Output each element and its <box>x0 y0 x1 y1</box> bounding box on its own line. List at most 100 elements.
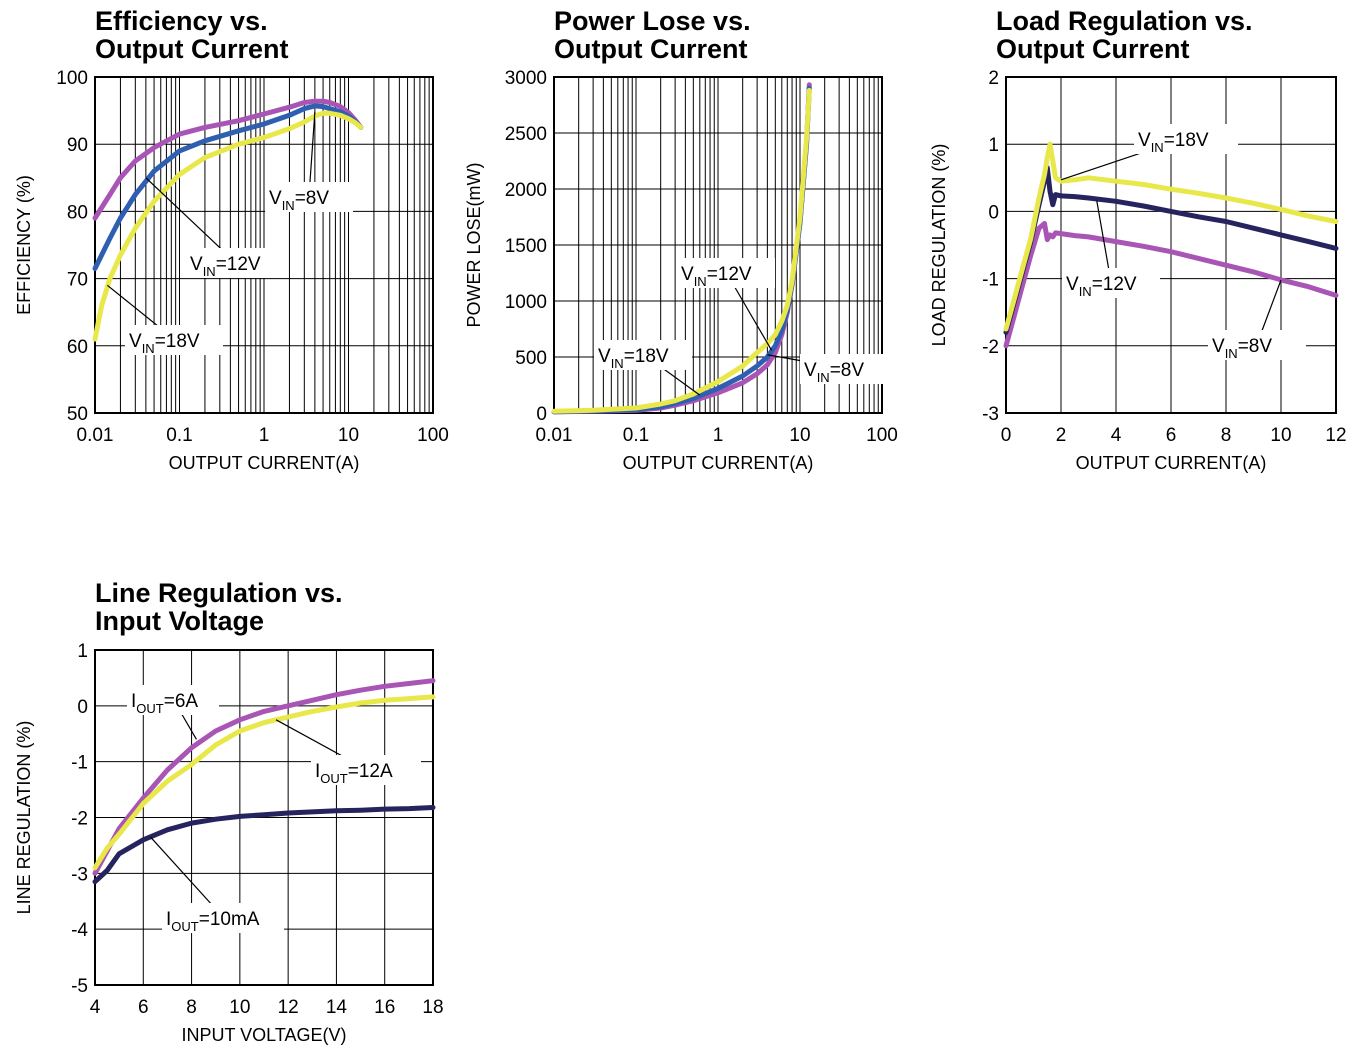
efficiency-plot-frame <box>94 76 434 414</box>
efficiency-chart: Efficiency vs.Output Current 0.01 0.1 1 10 10… <box>14 6 449 473</box>
y-tick-label: -2 <box>982 337 999 358</box>
series-annotation: VIN=18V <box>106 284 223 356</box>
power_lose-x-axis-label: OUTPUT CURRENT(A) <box>623 453 814 473</box>
annotation-label: VIN=18V <box>129 331 200 356</box>
power_lose-title-line: Output Current <box>554 34 747 64</box>
annotation-background <box>1134 124 1238 154</box>
y-tick-label: 80 <box>67 202 88 223</box>
y-tick-label: -4 <box>71 920 88 941</box>
load_regulation-x-axis-label: OUTPUT CURRENT(A) <box>1076 453 1267 473</box>
y-tick-label: 1 <box>988 135 999 156</box>
y-tick-label: 1000 <box>505 292 547 313</box>
x-tick-label: 100 <box>417 425 449 446</box>
series-line <box>92 805 436 885</box>
series-annotation: VIN=12V <box>145 177 284 279</box>
x-tick-label: 1 <box>259 425 270 446</box>
y-tick-label: -3 <box>71 864 88 885</box>
series-line <box>1003 141 1339 332</box>
y-tick-label: -2 <box>71 809 88 830</box>
power_lose-plot-frame <box>553 76 883 414</box>
line_regulation-plot-frame <box>94 649 434 986</box>
annotation-background <box>594 340 692 370</box>
x-tick-label: 1 <box>713 425 724 446</box>
y-tick-label: 60 <box>67 337 88 358</box>
series-annotation: IOUT=6A <box>127 685 219 740</box>
annotation-label: VIN=18V <box>1138 130 1209 155</box>
y-tick-label: 50 <box>67 404 88 425</box>
y-tick-label: -1 <box>71 753 88 774</box>
annotation-leader-line <box>308 111 316 197</box>
series-annotation: VIN=8V <box>265 111 353 213</box>
line_regulation-x-axis-label: INPUT VOLTAGE(V) <box>181 1025 346 1045</box>
y-tick-label: -1 <box>982 270 999 291</box>
annotation-background <box>1062 268 1160 298</box>
annotation-background <box>127 685 219 715</box>
annotation-label: VIN=12V <box>681 264 752 289</box>
x-tick-label: 100 <box>866 425 898 446</box>
annotation-background <box>265 182 353 212</box>
load_regulation-title-line: Load Regulation vs. <box>996 6 1253 36</box>
annotation-label: VIN=8V <box>804 360 864 385</box>
x-tick-label: 10 <box>338 425 359 446</box>
x-tick-label: 6 <box>138 997 149 1018</box>
power_lose-title-line: Power Lose vs. <box>554 6 751 36</box>
series-line <box>551 87 812 414</box>
x-tick-label: 10 <box>1270 425 1291 446</box>
annotation-background <box>162 903 284 933</box>
series-line <box>92 98 364 221</box>
y-tick-label: 100 <box>56 68 88 89</box>
y-tick-label: 3000 <box>505 68 547 89</box>
efficiency-x-axis-label: OUTPUT CURRENT(A) <box>169 453 360 473</box>
x-tick-label: 4 <box>90 997 101 1018</box>
annotation-background <box>800 354 884 384</box>
series-line <box>1003 221 1339 349</box>
series-annotation: VIN=8V <box>767 354 884 385</box>
load_regulation-plot-frame <box>1005 76 1337 414</box>
series-annotation: VIN=12V <box>1062 200 1160 299</box>
x-tick-label: 0.1 <box>623 425 649 446</box>
efficiency-title-line: Efficiency vs. <box>95 6 268 36</box>
series-line <box>92 678 436 876</box>
x-tick-label: 12 <box>1325 425 1346 446</box>
annotation-background <box>677 258 775 288</box>
series-annotation: VIN=12V <box>677 258 775 351</box>
annotation-background <box>1208 330 1306 360</box>
annotation-label: IOUT=12A <box>315 761 393 786</box>
annotation-label: IOUT=6A <box>131 691 198 716</box>
x-tick-label: 10 <box>789 425 810 446</box>
annotation-background <box>311 755 421 785</box>
series-line <box>92 110 364 342</box>
load_regulation-title-line: Output Current <box>996 34 1189 64</box>
x-tick-label: 0.1 <box>166 425 192 446</box>
y-tick-label: 0 <box>988 202 999 223</box>
x-tick-label: 8 <box>186 997 197 1018</box>
x-tick-label: 16 <box>374 997 395 1018</box>
y-tick-label: 2500 <box>505 124 547 145</box>
line_regulation-title-line: Input Voltage <box>95 606 264 636</box>
series-line <box>92 694 436 871</box>
power_lose-chart: Power Lose vs.Output Current 0.01 0.1 1 10 10… <box>464 6 898 473</box>
y-tick-label: 0 <box>536 404 547 425</box>
annotation-label: VIN=12V <box>1066 274 1137 299</box>
y-tick-label: 0 <box>77 697 88 718</box>
efficiency-grid <box>94 76 433 414</box>
y-tick-label: 1 <box>77 641 88 662</box>
x-tick-label: 18 <box>422 997 443 1018</box>
annotation-label: VIN=12V <box>190 254 261 279</box>
annotation-background <box>125 325 223 355</box>
x-tick-label: 0.01 <box>77 425 114 446</box>
line_regulation-title-line: Line Regulation vs. <box>95 578 343 608</box>
y-tick-label: 70 <box>67 270 88 291</box>
y-tick-label: 1500 <box>505 236 547 257</box>
x-tick-label: 8 <box>1221 425 1232 446</box>
x-tick-label: 0.01 <box>536 425 573 446</box>
annotation-background <box>186 248 284 278</box>
x-tick-label: 2 <box>1056 425 1067 446</box>
series-annotation: VIN=8V <box>1208 279 1306 361</box>
annotation-label: VIN=18V <box>598 346 669 371</box>
x-tick-label: 10 <box>229 997 250 1018</box>
y-tick-label: -3 <box>982 404 999 425</box>
y-tick-label: 2000 <box>505 180 547 201</box>
